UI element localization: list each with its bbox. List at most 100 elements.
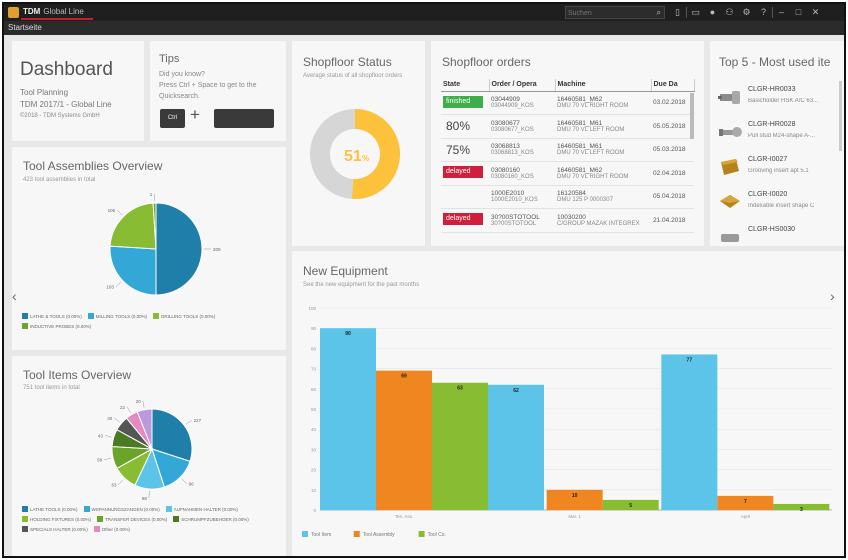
legend-item[interactable]: AUFNAHMEN HALTER (0.00%) [165, 506, 238, 512]
bar-value-label: 3 [800, 507, 803, 513]
legend-item[interactable]: WSPANNUNGSZANGEN (0.00%) [83, 506, 160, 512]
search-box[interactable]: ⌕ [565, 6, 665, 19]
item-code: CLGR-I0027 [748, 156, 788, 163]
column-header-order[interactable]: Order / Opera [489, 79, 556, 92]
next-page-arrow-icon[interactable]: › [830, 288, 835, 304]
state-badge: finished [443, 95, 483, 108]
legend-item[interactable]: INDUCTIVE PROBES (0.00%) [22, 323, 91, 329]
bar[interactable] [320, 328, 376, 510]
insert-icon [718, 156, 742, 178]
minimize-icon[interactable]: – [778, 7, 784, 17]
top5-item[interactable]: CLGR-I0027 Grooving insert apt 5.1 [718, 153, 842, 187]
column-header-due-date[interactable]: Due Da [651, 79, 695, 92]
pie-slice[interactable] [109, 245, 157, 296]
menu-item-start[interactable]: Startseite [8, 23, 42, 32]
cell-due-date: 05.05.2018 [651, 114, 694, 139]
pie-slice[interactable] [155, 202, 203, 296]
legend-item[interactable]: HOLDING FIXTURES (0.00%) [22, 516, 91, 522]
legend-label[interactable]: Tool Item [311, 532, 331, 538]
tips-line: Quicksearch. [159, 93, 200, 100]
legend-item[interactable]: Other (0.00%) [93, 526, 130, 532]
maximize-icon[interactable]: □ [795, 7, 802, 17]
order-row[interactable]: 80% 03080677 03080677_KOS 16460581_M61 DMU 7… [441, 114, 694, 139]
top5-item[interactable]: CLGR-HR0028 Pull stud M24-shape A-... [718, 118, 842, 152]
tool-items-legend: LATHE TOOLS (0.00%) WSPANNUNGSZANGEN (0.0… [22, 506, 249, 536]
order-row[interactable]: delayed 03080160 03080160_KOS 16460581_M62 D… [441, 161, 694, 186]
legend-label: AUFNAHMEN HALTER (0.00%) [173, 506, 238, 512]
pie-slice-label: 43 [98, 433, 104, 438]
tips-title: Tips [159, 53, 180, 65]
orders-scrollbar[interactable] [690, 93, 694, 139]
order-row[interactable]: 75% 03068813 03068813_KOS 16460581_M61 DMU 7… [441, 138, 694, 162]
legend-label: HOLDING FIXTURES (0.00%) [30, 516, 92, 522]
legend-label[interactable]: Tool Co. [428, 532, 446, 538]
bar[interactable] [376, 370, 432, 510]
legend-label: LATHE & TOOLS (0.00%) [30, 313, 82, 319]
top5-scrollbar[interactable] [839, 81, 842, 151]
help-icon[interactable]: ? [760, 7, 766, 17]
legend-item[interactable]: LATHE & TOOLS (0.00%) [22, 313, 82, 319]
close-icon[interactable]: ✕ [811, 7, 820, 17]
toolbar-separator [772, 7, 773, 18]
legend-item[interactable]: DRILLING TOOLS (0.00%) [153, 313, 215, 319]
y-tick-label: 80 [311, 346, 317, 351]
tool-assemblies-tile[interactable]: Tool Assemblies Overview 423 tool assemb… [12, 147, 286, 350]
cell-state: 75% [441, 138, 489, 162]
item-description: Grooving insert apt 5.1 [748, 168, 809, 174]
pie-leader-line [185, 419, 192, 425]
top5-item[interactable]: CLGR-I0020 Indexable insert shape C [718, 188, 842, 222]
search-input[interactable] [568, 8, 650, 18]
legend-item[interactable]: TRANSFER DEVICES (0.00%) [97, 516, 167, 522]
bar[interactable] [773, 503, 830, 510]
cell-order: 03080160 03080160_KOS [489, 161, 555, 186]
bar[interactable] [602, 499, 659, 510]
machine-id: 16460581_M61 [557, 143, 603, 151]
y-tick-label: 60 [311, 387, 317, 392]
tool-items-title: Tool Items Overview [23, 368, 132, 382]
order-row[interactable]: 1000E2010 1000E2010_KOS 16120584 DMU 125 P … [441, 185, 694, 209]
bar[interactable] [546, 489, 603, 510]
bar[interactable] [661, 354, 718, 510]
legend-item[interactable]: SPECIALS HALTER (0.00%) [22, 526, 88, 532]
document-icon[interactable]: ▯ [675, 7, 680, 17]
dashboard-tile: Dashboard Tool Planning TDM 2017/1 - Glo… [12, 41, 144, 141]
pie-slice[interactable] [136, 408, 153, 450]
column-header-machine[interactable]: Machine [555, 79, 652, 92]
pie-slice[interactable] [152, 202, 157, 250]
pie-slice[interactable] [109, 202, 157, 250]
operation-number: 03080160_KOS [491, 173, 534, 180]
bar[interactable] [717, 495, 774, 510]
order-row[interactable]: finished 03044909 03044909_KOS 16460581_M62… [441, 91, 694, 115]
cell-state: 80% [441, 114, 489, 139]
cell-machine: 16460581_M62 DMU 70 VL RIGHT ROOM [555, 91, 651, 115]
tool-items-tile[interactable]: Tool Items Overview 751 tool items in to… [12, 356, 286, 556]
pie-slice[interactable] [151, 408, 193, 462]
bar[interactable] [488, 384, 544, 510]
top5-item[interactable]: CLGR-HS0030 [718, 223, 842, 246]
cell-due-date: 21.04.2018 [651, 208, 694, 233]
top5-item[interactable]: CLGR-HR0033 Basicholder HSK A/C 63... [718, 83, 842, 117]
search-icon[interactable]: ⌕ [656, 8, 661, 17]
pie-slice-label: 227 [194, 418, 202, 423]
previous-page-arrow-icon[interactable]: ‹ [12, 288, 17, 304]
tools-icon[interactable]: ⚙ [742, 7, 751, 17]
cell-machine: 16120584 DMU 125 P 0000307 [555, 185, 651, 209]
group-icon[interactable]: ⚇ [725, 7, 734, 17]
column-header-state[interactable]: State [441, 79, 490, 92]
y-tick-label: 50 [311, 407, 317, 412]
legend-swatch [22, 506, 28, 512]
user-icon[interactable]: ● [709, 7, 716, 17]
cell-order: 30?00STOTOOL 30?00STOTOOL [489, 208, 555, 233]
order-row[interactable]: delayed 30?00STOTOOL 30?00STOTOOL 10030200 C… [441, 208, 694, 233]
legend-item[interactable]: LATHE TOOLS (0.00%) [22, 506, 78, 512]
cell-machine: 16460581_M62 DMU 70 VL RIGHT ROOM [555, 161, 651, 186]
legend-item[interactable]: SCHRUMPFZUBEHOER (0.00%) [173, 516, 249, 522]
bar[interactable] [432, 382, 488, 510]
legend-item[interactable]: MILLING TOOLS (0.00%) [87, 313, 147, 319]
monitor-icon[interactable]: ▭ [691, 7, 700, 17]
shopfloor-status-tile[interactable]: Shopfloor Status Average status of all s… [292, 41, 425, 246]
legend-label[interactable]: Tool Assembly [363, 532, 395, 538]
legend-row: INDUCTIVE PROBES (0.00%) [22, 323, 215, 329]
pie-slice-label: 209 [213, 247, 221, 252]
